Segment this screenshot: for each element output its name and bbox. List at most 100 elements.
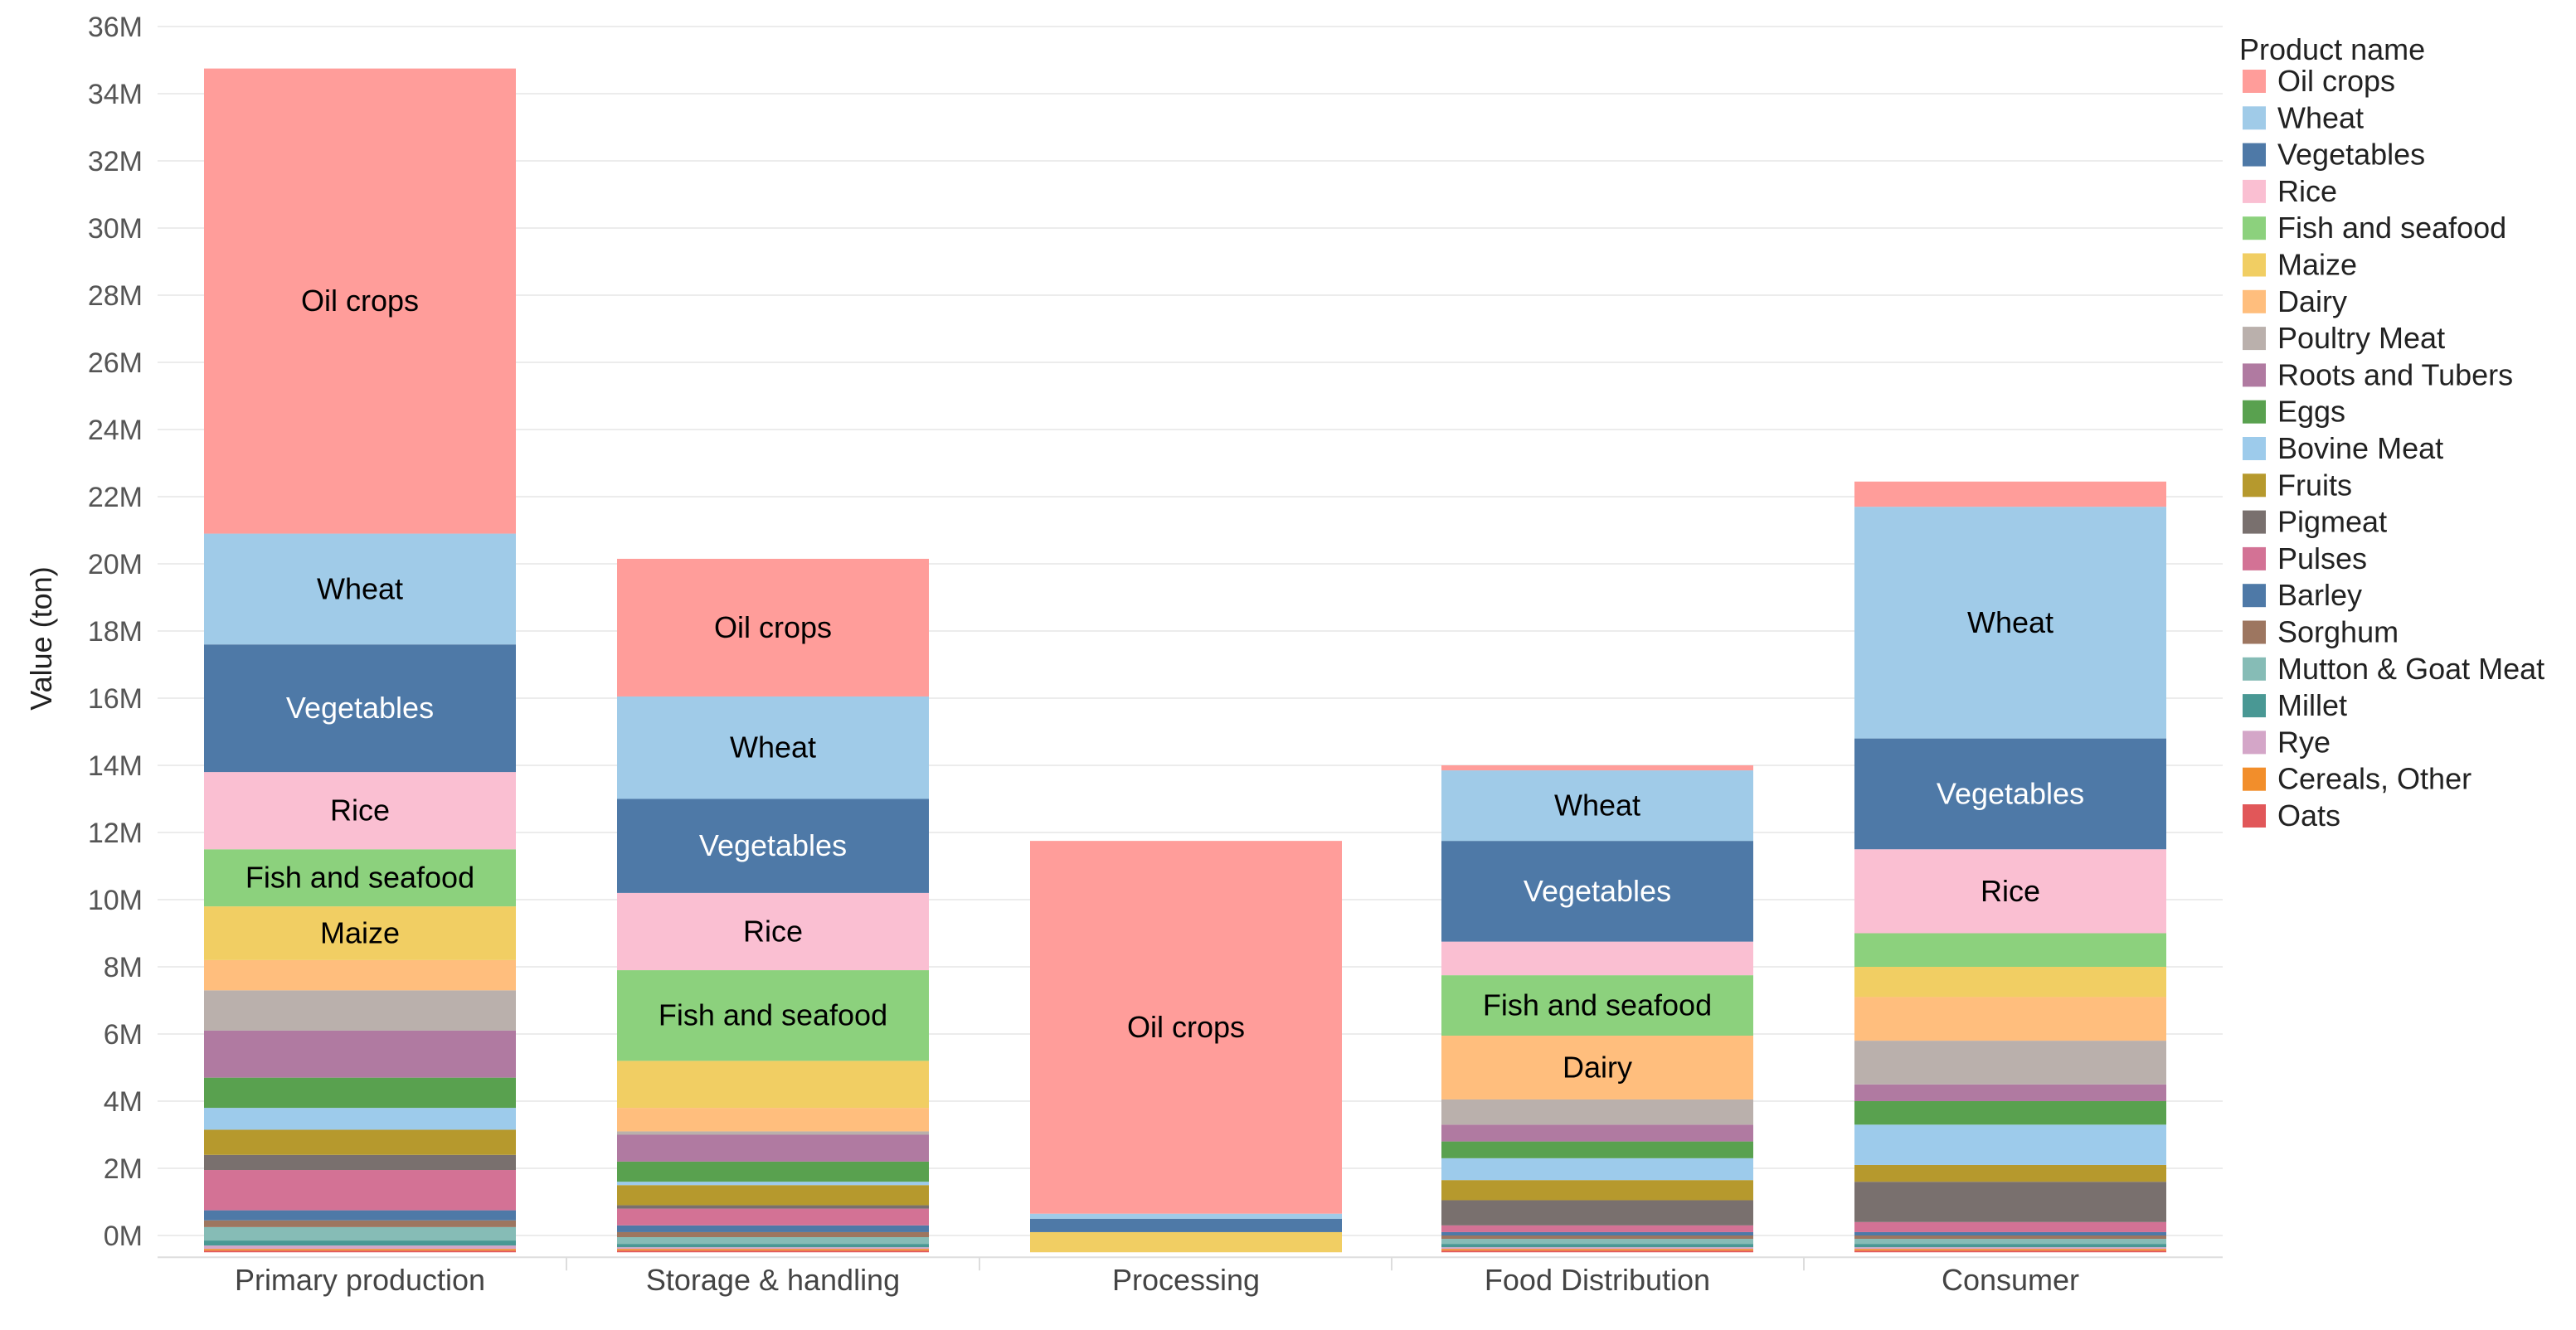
bar-segment-food-distribution-poultry-meat[interactable] bbox=[1441, 1099, 1753, 1125]
bar-segment-food-distribution-rice[interactable] bbox=[1441, 941, 1753, 976]
legend-swatch-mutton-and-goat-meat[interactable] bbox=[2243, 657, 2266, 681]
bar-segment-consumer-bovine-meat[interactable] bbox=[1854, 1124, 2166, 1165]
bar-segment-food-distribution-pulses[interactable] bbox=[1441, 1225, 1753, 1232]
legend-label-bovine-meat[interactable]: Bovine Meat bbox=[2277, 431, 2443, 465]
bar-segment-food-distribution-mutton-and-goat-meat[interactable] bbox=[1441, 1239, 1753, 1245]
legend-swatch-rice[interactable] bbox=[2243, 179, 2266, 203]
bar-segment-primary-production-wheat[interactable] bbox=[204, 533, 516, 645]
bar-segment-storage-and-handling-barley[interactable] bbox=[617, 1225, 929, 1232]
bar-segment-food-distribution-oil-crops[interactable] bbox=[1441, 765, 1753, 771]
legend-label-eggs[interactable]: Eggs bbox=[2277, 395, 2345, 429]
bar-segment-primary-production-oats[interactable] bbox=[204, 1250, 516, 1253]
bar-segment-storage-and-handling-poultry-meat[interactable] bbox=[617, 1131, 929, 1135]
bar-segment-primary-production-roots-and-tubers[interactable] bbox=[204, 1030, 516, 1078]
bar-segment-primary-production-rye[interactable] bbox=[204, 1245, 516, 1250]
bar-segment-primary-production-bovine-meat[interactable] bbox=[204, 1108, 516, 1130]
bar-segment-consumer-barley[interactable] bbox=[1854, 1231, 2166, 1235]
legend-swatch-fish-and-seafood[interactable] bbox=[2243, 216, 2266, 240]
bar-segment-processing-wheat[interactable] bbox=[1030, 1213, 1342, 1219]
legend-label-millet[interactable]: Millet bbox=[2277, 688, 2347, 722]
bar-segment-primary-production-millet[interactable] bbox=[204, 1240, 516, 1246]
legend-label-rice[interactable]: Rice bbox=[2277, 174, 2337, 208]
bar-segment-primary-production-fish-and-seafood[interactable] bbox=[204, 849, 516, 907]
legend-label-pulses[interactable]: Pulses bbox=[2277, 541, 2367, 575]
legend-label-rye[interactable]: Rye bbox=[2277, 725, 2331, 759]
bar-segment-food-distribution-fruits[interactable] bbox=[1441, 1180, 1753, 1201]
bar-segment-processing-maize[interactable] bbox=[1030, 1231, 1342, 1253]
bar-segment-consumer-dairy[interactable] bbox=[1854, 997, 2166, 1041]
legend-swatch-eggs[interactable] bbox=[2243, 400, 2266, 424]
bar-segment-food-distribution-eggs[interactable] bbox=[1441, 1141, 1753, 1158]
bar-segment-food-distribution-vegetables[interactable] bbox=[1441, 841, 1753, 942]
legend-swatch-oil-crops[interactable] bbox=[2243, 70, 2266, 93]
bar-segment-food-distribution-oats[interactable] bbox=[1441, 1250, 1753, 1253]
bar-segment-primary-production-pigmeat[interactable] bbox=[204, 1154, 516, 1171]
legend-label-vegetables[interactable]: Vegetables bbox=[2277, 138, 2425, 172]
bar-segment-consumer-roots-and-tubers[interactable] bbox=[1854, 1084, 2166, 1101]
bar-segment-primary-production-pulses[interactable] bbox=[204, 1170, 516, 1211]
legend-swatch-cereals-other[interactable] bbox=[2243, 767, 2266, 791]
bar-segment-consumer-pulses[interactable] bbox=[1854, 1221, 2166, 1232]
bar-segment-storage-and-handling-pulses[interactable] bbox=[617, 1208, 929, 1226]
bar-segment-consumer-pigmeat[interactable] bbox=[1854, 1182, 2166, 1222]
legend-swatch-oats[interactable] bbox=[2243, 804, 2266, 828]
legend-swatch-pulses[interactable] bbox=[2243, 546, 2266, 570]
legend-label-mutton-and-goat-meat[interactable]: Mutton & Goat Meat bbox=[2277, 652, 2544, 686]
legend-swatch-wheat[interactable] bbox=[2243, 106, 2266, 130]
legend-label-wheat[interactable]: Wheat bbox=[2277, 100, 2364, 134]
bar-segment-food-distribution-bovine-meat[interactable] bbox=[1441, 1158, 1753, 1181]
legend-swatch-sorghum[interactable] bbox=[2243, 620, 2266, 644]
bar-segment-storage-and-handling-rye[interactable] bbox=[617, 1247, 929, 1250]
legend-label-pigmeat[interactable]: Pigmeat bbox=[2277, 505, 2387, 539]
legend-swatch-maize[interactable] bbox=[2243, 253, 2266, 277]
bar-segment-consumer-sorghum[interactable] bbox=[1854, 1235, 2166, 1240]
bar-segment-storage-and-handling-vegetables[interactable] bbox=[617, 798, 929, 893]
legend-swatch-barley[interactable] bbox=[2243, 584, 2266, 608]
bar-segment-primary-production-barley[interactable] bbox=[204, 1210, 516, 1221]
bar-segment-food-distribution-millet[interactable] bbox=[1441, 1244, 1753, 1248]
legend-label-sorghum[interactable]: Sorghum bbox=[2277, 615, 2399, 649]
bar-segment-food-distribution-roots-and-tubers[interactable] bbox=[1441, 1124, 1753, 1142]
legend-swatch-roots-and-tubers[interactable] bbox=[2243, 363, 2266, 387]
bar-segment-primary-production-rice[interactable] bbox=[204, 772, 516, 850]
bar-segment-storage-and-handling-pigmeat[interactable] bbox=[617, 1205, 929, 1209]
bar-segment-storage-and-handling-dairy[interactable] bbox=[617, 1108, 929, 1132]
bar-segment-food-distribution-wheat[interactable] bbox=[1441, 770, 1753, 842]
bar-segment-food-distribution-cereals-other[interactable] bbox=[1441, 1249, 1753, 1251]
bar-segment-processing-oil-crops[interactable] bbox=[1030, 841, 1342, 1214]
bar-segment-primary-production-dairy[interactable] bbox=[204, 959, 516, 991]
bar-segment-storage-and-handling-sorghum[interactable] bbox=[617, 1231, 929, 1238]
bar-segment-storage-and-handling-fish-and-seafood[interactable] bbox=[617, 970, 929, 1061]
bar-segment-consumer-rye[interactable] bbox=[1854, 1247, 2166, 1250]
bar-segment-food-distribution-rye[interactable] bbox=[1441, 1247, 1753, 1250]
legend-label-fruits[interactable]: Fruits bbox=[2277, 468, 2352, 502]
bar-segment-storage-and-handling-millet[interactable] bbox=[617, 1244, 929, 1248]
legend-label-fish-and-seafood[interactable]: Fish and seafood bbox=[2277, 211, 2506, 245]
bar-segment-consumer-fish-and-seafood[interactable] bbox=[1854, 933, 2166, 968]
bar-segment-primary-production-fruits[interactable] bbox=[204, 1129, 516, 1155]
bar-segment-primary-production-cereals-other[interactable] bbox=[204, 1249, 516, 1251]
bar-segment-storage-and-handling-eggs[interactable] bbox=[617, 1161, 929, 1182]
bar-segment-consumer-poultry-meat[interactable] bbox=[1854, 1041, 2166, 1085]
legend-swatch-pigmeat[interactable] bbox=[2243, 510, 2266, 534]
bar-segment-consumer-mutton-and-goat-meat[interactable] bbox=[1854, 1239, 2166, 1245]
bar-segment-consumer-fruits[interactable] bbox=[1854, 1164, 2166, 1182]
legend-label-barley[interactable]: Barley bbox=[2277, 578, 2362, 612]
bar-segment-storage-and-handling-fruits[interactable] bbox=[617, 1185, 929, 1206]
bar-segment-food-distribution-fish-and-seafood[interactable] bbox=[1441, 975, 1753, 1036]
bar-segment-primary-production-maize[interactable] bbox=[204, 906, 516, 960]
bar-segment-primary-production-eggs[interactable] bbox=[204, 1077, 516, 1109]
bar-segment-consumer-wheat[interactable] bbox=[1854, 507, 2166, 739]
legend-swatch-bovine-meat[interactable] bbox=[2243, 437, 2266, 460]
bar-segment-storage-and-handling-oil-crops[interactable] bbox=[617, 558, 929, 697]
bar-segment-primary-production-vegetables[interactable] bbox=[204, 644, 516, 773]
legend-label-cereals-other[interactable]: Cereals, Other bbox=[2277, 762, 2472, 796]
bar-segment-primary-production-mutton-and-goat-meat[interactable] bbox=[204, 1226, 516, 1241]
bar-segment-storage-and-handling-maize[interactable] bbox=[617, 1061, 929, 1109]
bar-segment-food-distribution-dairy[interactable] bbox=[1441, 1036, 1753, 1099]
bar-segment-storage-and-handling-rice[interactable] bbox=[617, 892, 929, 971]
bar-segment-food-distribution-sorghum[interactable] bbox=[1441, 1235, 1753, 1240]
bar-segment-primary-production-sorghum[interactable] bbox=[204, 1220, 516, 1227]
legend-swatch-poultry-meat[interactable] bbox=[2243, 327, 2266, 351]
legend-swatch-millet[interactable] bbox=[2243, 694, 2266, 718]
